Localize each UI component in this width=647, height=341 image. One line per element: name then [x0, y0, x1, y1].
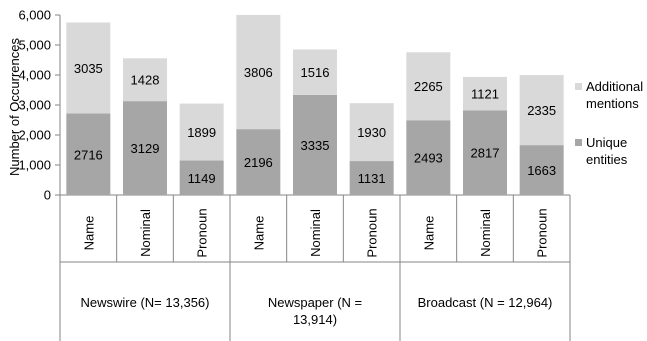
- legend-swatch-additional: [575, 83, 582, 90]
- legend-label-additional-line1: Additional: [586, 79, 644, 94]
- data-label-unique: 3129: [131, 141, 160, 156]
- data-label-additional: 1121: [471, 87, 499, 102]
- data-label-unique: 1663: [527, 163, 556, 178]
- data-label-additional: 1516: [301, 65, 330, 80]
- legend-label-unique-line2: entities: [586, 152, 628, 167]
- group-label: 13,914): [293, 312, 337, 327]
- bar-unique-entities: [349, 161, 394, 195]
- category-label: Name: [421, 216, 436, 251]
- group-label: Newswire (N= 13,356): [81, 295, 210, 310]
- group-label: Broadcast (N = 12,964): [418, 295, 553, 310]
- data-label-unique: 1131: [358, 171, 386, 186]
- y-tick-label: 6,000: [18, 8, 51, 23]
- category-label: Pronoun: [365, 208, 380, 257]
- y-tick-label: 4,000: [18, 68, 51, 83]
- data-label-additional: 1899: [187, 125, 216, 140]
- bar-additional-mentions: [406, 52, 451, 121]
- category-label: Nominal: [478, 209, 493, 257]
- data-label-additional: 2265: [414, 79, 443, 94]
- bar-unique-entities: [66, 113, 111, 195]
- category-label: Pronoun: [195, 208, 210, 257]
- bar-additional-mentions: [179, 103, 224, 161]
- category-label: Pronoun: [535, 208, 550, 257]
- category-label: Nominal: [308, 209, 323, 257]
- bar-unique-entities: [179, 160, 224, 195]
- y-axis-title: Number of Occurrences: [7, 38, 22, 176]
- data-label-additional: 3035: [74, 61, 103, 76]
- bar-unique-entities: [519, 145, 564, 195]
- legend-label-unique-line1: Unique: [586, 135, 628, 150]
- data-label-unique: 2817: [471, 146, 500, 161]
- bar-unique-entities: [293, 94, 337, 195]
- data-label-unique: 2493: [414, 151, 443, 166]
- bar-additional-mentions: [123, 58, 167, 102]
- bar-additional-mentions: [349, 103, 394, 162]
- bar-additional-mentions: [293, 49, 337, 95]
- y-tick-label: 2,000: [18, 128, 51, 143]
- bar-additional-mentions: [236, 14, 281, 130]
- category-label: Name: [251, 216, 266, 251]
- data-label-additional: 1930: [357, 125, 386, 140]
- legend: Additional mentions Unique entities: [575, 78, 647, 190]
- category-label: Name: [81, 216, 96, 251]
- legend-swatch-unique: [575, 139, 582, 146]
- bar-unique-entities: [406, 120, 451, 195]
- category-label: Nominal: [138, 209, 153, 257]
- bar-unique-entities: [123, 101, 167, 195]
- data-label-additional: 2335: [527, 103, 556, 118]
- bar-unique-entities: [236, 129, 281, 195]
- data-label-unique: 2716: [74, 147, 103, 162]
- bar-additional-mentions: [66, 22, 111, 114]
- y-tick-label: 1,000: [18, 158, 51, 173]
- labels: 2716 3035 3129 1428 1149 1899 2196 3806 3335 1516…: [74, 61, 556, 327]
- legend-item-unique-entities: Unique entities: [575, 134, 647, 168]
- y-tick-label: 0: [44, 188, 51, 203]
- group-label: Newspaper (N =: [268, 295, 362, 310]
- legend-label-additional-line2: mentions: [586, 96, 639, 111]
- data-label-unique: 3335: [301, 138, 330, 153]
- data-label-unique: 2196: [244, 155, 273, 170]
- data-label-additional: 1428: [131, 73, 160, 88]
- data-label-additional: 3806: [244, 65, 273, 80]
- bar-additional-mentions: [519, 75, 564, 146]
- bar-unique-entities: [463, 110, 507, 195]
- bar-additional-mentions: [463, 76, 507, 111]
- y-tick-label: 5,000: [18, 38, 51, 53]
- bars: [66, 14, 564, 195]
- y-tick-label: 3,000: [18, 98, 51, 113]
- data-label-unique: 1149: [188, 171, 216, 186]
- legend-item-additional-mentions: Additional mentions: [575, 78, 647, 112]
